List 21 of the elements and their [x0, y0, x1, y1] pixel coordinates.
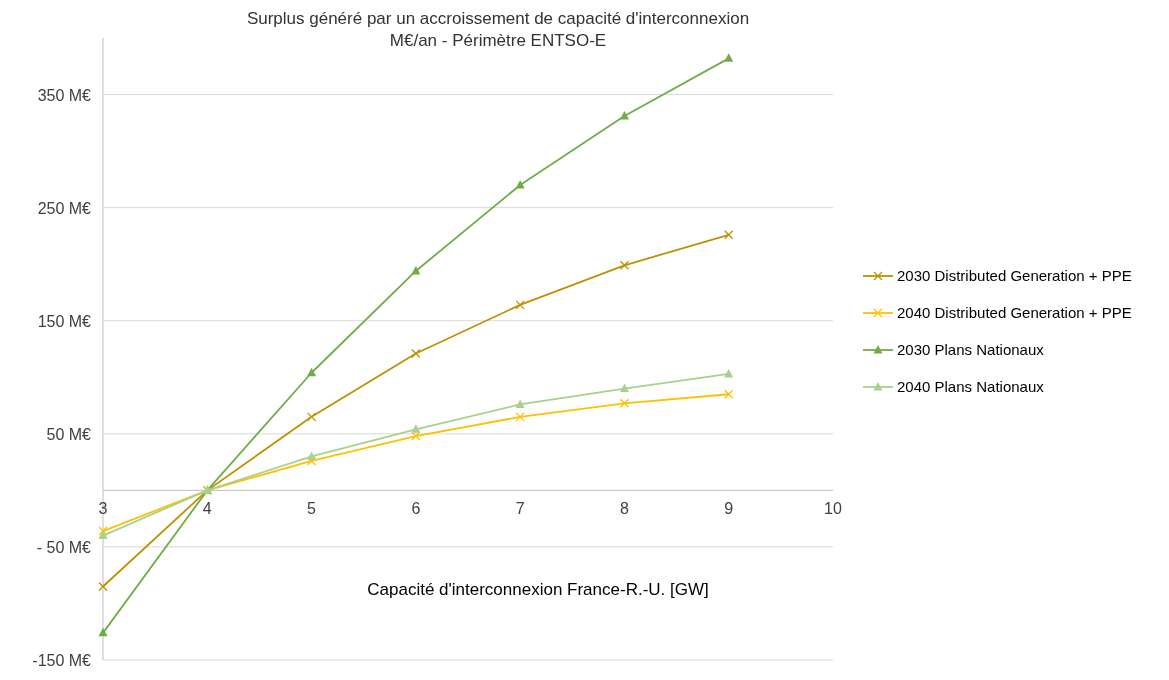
y-tick-label: -150 M€	[32, 652, 92, 669]
y-tick-label: - 50 M€	[36, 538, 92, 556]
x-tick-label: 6	[411, 500, 421, 518]
x-tick-label: 9	[724, 500, 734, 518]
x-tick-label: 7	[515, 500, 525, 518]
x-tick-label: 10	[824, 500, 842, 518]
legend-label: 2030 Distributed Generation + PPE	[897, 267, 1132, 284]
y-tick-label: 150 M€	[37, 312, 92, 330]
chart-subtitle: M€/an - Périmètre ENTSO-E	[389, 31, 607, 50]
y-tick-label: 250 M€	[37, 199, 92, 217]
legend-label: 2030 Plans Nationaux	[897, 341, 1045, 358]
x-axis-title: Capacité d'interconnexion France-R.-U. [GW]	[367, 580, 709, 600]
chart-title: Surplus généré par un accroissement de capacité d'interconnexion	[246, 9, 750, 28]
x-tick-label: 4	[202, 500, 212, 518]
y-tick-label: 350 M€	[37, 86, 92, 104]
x-tick-label: 3	[98, 500, 108, 518]
legend-label: 2040 Plans Nationaux	[897, 378, 1045, 395]
x-tick-label: 5	[307, 500, 317, 518]
legend-label: 2040 Distributed Generation + PPE	[897, 304, 1132, 321]
y-tick-label: 50 M€	[46, 425, 92, 443]
x-tick-label: 8	[619, 500, 629, 518]
